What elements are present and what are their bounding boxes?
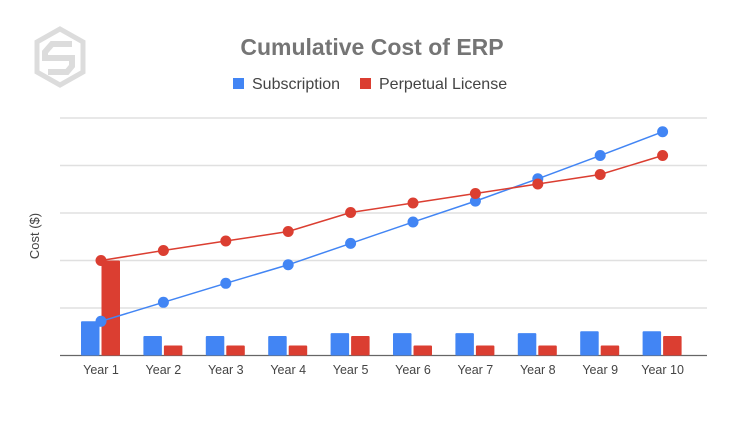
bar-subscription [517, 333, 537, 356]
y-axis-label: Cost ($) [27, 213, 42, 259]
point-subscription [282, 259, 294, 271]
legend-label-perpetual: Perpetual License [379, 76, 507, 93]
point-subscription [594, 150, 606, 162]
bar-subscription [580, 331, 599, 356]
x-tick-label: Year 10 [641, 363, 684, 377]
bar-subscription [81, 321, 100, 356]
bar-subscription [205, 336, 225, 356]
point-perpetual-license [469, 188, 481, 200]
bar-perpetual-license [163, 345, 183, 356]
line-perpetual-license [100, 154, 663, 262]
bar-perpetual-license [351, 336, 370, 356]
legend: Subscription Perpetual License [233, 76, 507, 93]
point-subscription [95, 315, 107, 327]
bar-subscription [268, 336, 287, 356]
x-tick-label: Year 1 [83, 363, 119, 377]
point-subscription [220, 277, 232, 289]
bar-perpetual-license [413, 345, 432, 356]
legend-swatch-perpetual [360, 78, 371, 89]
point-perpetual-license [95, 255, 107, 266]
point-subscription [469, 195, 481, 207]
x-tick-label: Year 5 [333, 363, 369, 377]
point-perpetual-license [282, 226, 294, 238]
point-perpetual-license [657, 150, 669, 162]
point-perpetual-license [594, 169, 606, 181]
point-subscription [157, 296, 169, 308]
point-subscription [407, 216, 419, 228]
x-tick-label: Year 6 [395, 363, 431, 377]
bar-perpetual-license [538, 345, 557, 356]
point-perpetual-license [532, 178, 544, 190]
x-tick-label: Year 2 [146, 363, 182, 377]
point-perpetual-license [220, 235, 232, 247]
point-perpetual-license [157, 245, 169, 257]
bar-perpetual-license [101, 260, 120, 356]
bar-subscription [642, 331, 662, 356]
bar-perpetual-license [288, 345, 308, 356]
bar-perpetual-license [226, 345, 245, 356]
bar-perpetual-license [475, 345, 495, 356]
bar-subscription [393, 333, 412, 356]
bar-perpetual-license [663, 336, 682, 356]
bar-subscription [455, 333, 474, 356]
legend-swatch-subscription [233, 78, 244, 89]
point-subscription [345, 237, 357, 249]
bar-subscription [330, 333, 350, 356]
x-tick-label: Year 7 [458, 363, 494, 377]
chart-title: Cumulative Cost of ERP [240, 34, 503, 60]
line-subscription [100, 131, 663, 323]
logo-icon [34, 26, 86, 88]
bar-subscription [143, 336, 162, 356]
bar-perpetual-license [600, 345, 620, 356]
legend-label-subscription: Subscription [252, 76, 340, 93]
point-perpetual-license [345, 207, 357, 219]
point-perpetual-license [407, 197, 419, 209]
point-subscription [657, 126, 669, 138]
x-tick-label: Year 8 [520, 363, 556, 377]
x-tick-label: Year 4 [270, 363, 306, 377]
x-tick-label: Year 3 [208, 363, 244, 377]
x-tick-label: Year 9 [582, 363, 618, 377]
